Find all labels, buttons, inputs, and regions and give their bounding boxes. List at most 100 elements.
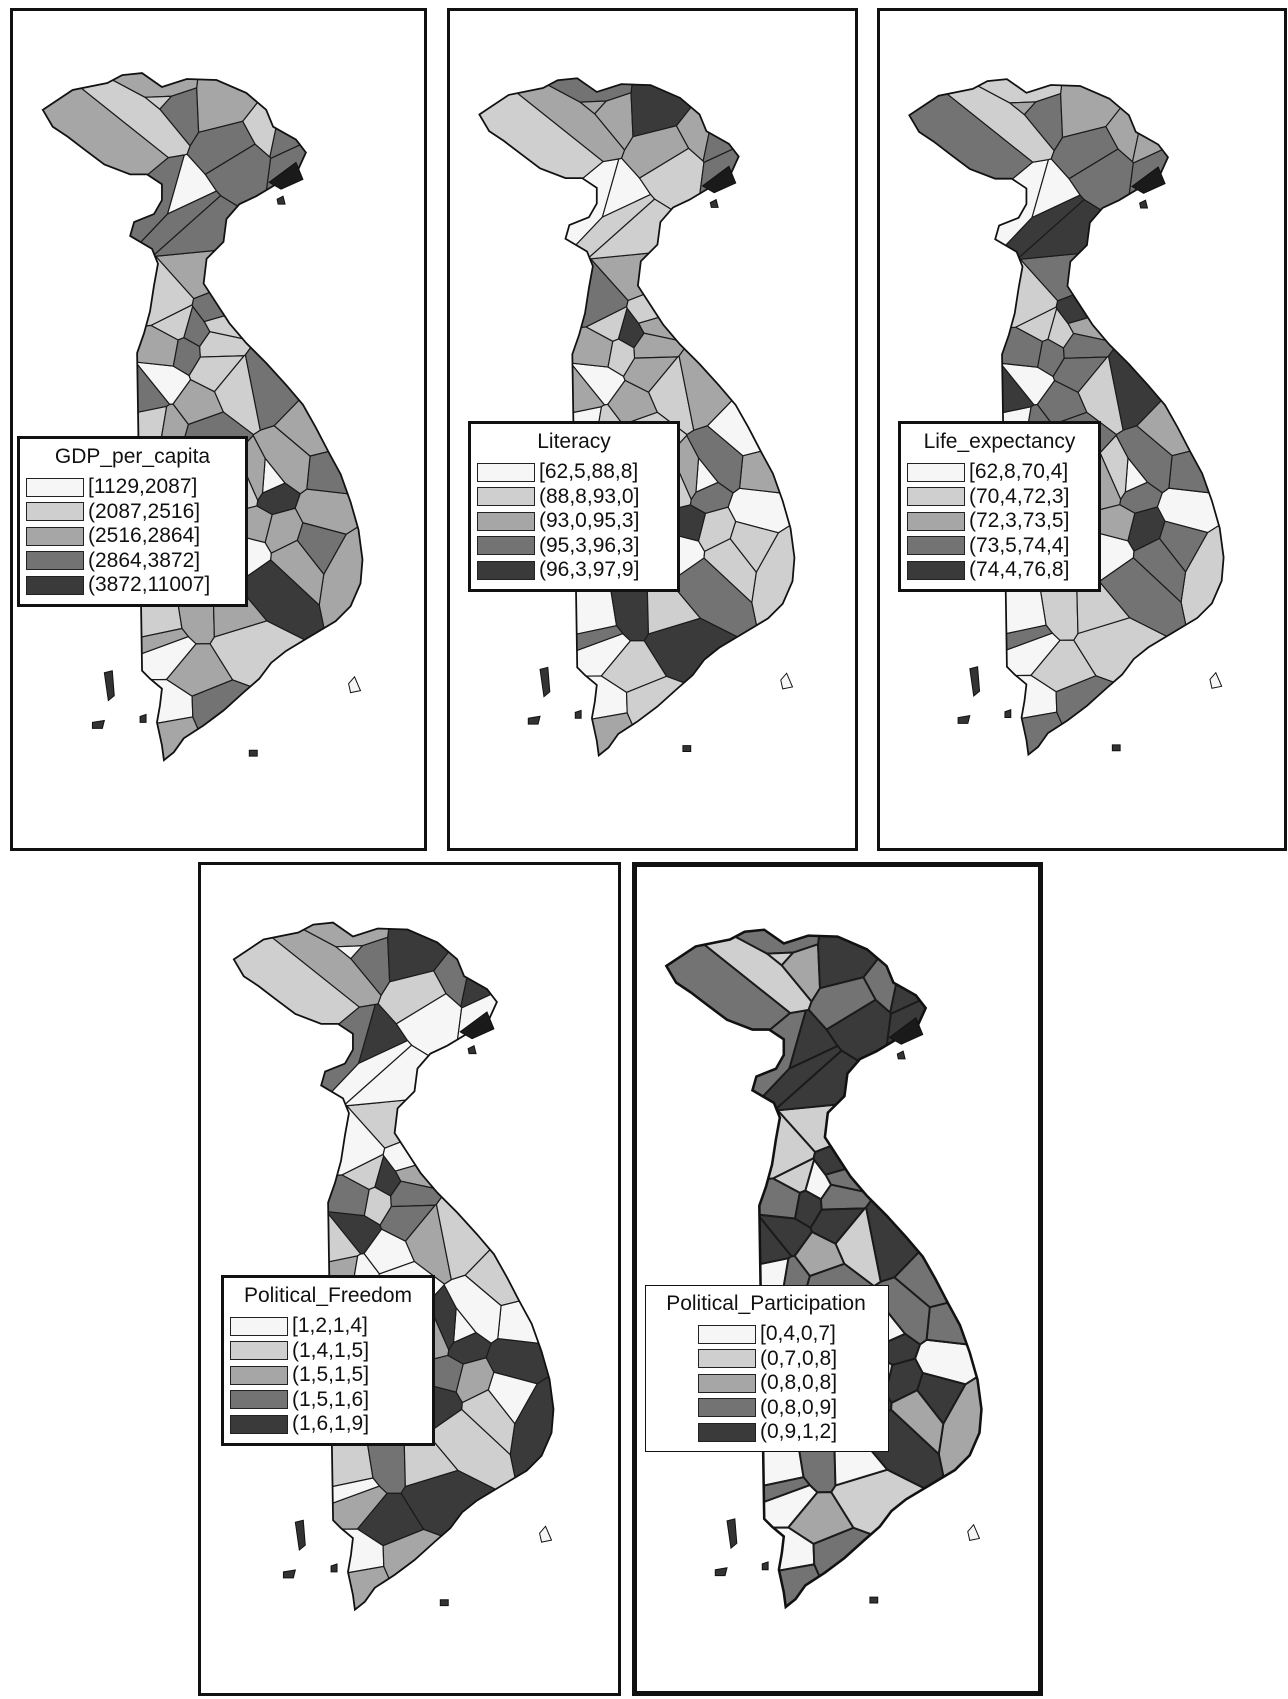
island: [103, 670, 115, 702]
island: [139, 713, 147, 723]
island: [282, 1569, 297, 1579]
province-region: [1008, 101, 1038, 116]
legend-label: (1,5,1,6]: [292, 1387, 370, 1411]
province-region: [812, 1526, 982, 1607]
island: [957, 714, 971, 724]
province-region: [244, 281, 363, 431]
province-region: [452, 933, 554, 1143]
legend-row: (1,5,1,5]: [230, 1363, 426, 1388]
province-region: [261, 83, 363, 293]
province-region: [607, 379, 659, 426]
island: [780, 672, 794, 690]
province-region: [695, 88, 795, 295]
legend-label: (3872,11007]: [88, 573, 211, 597]
legend-row: (74,4,76,8]: [907, 558, 1092, 583]
province-region: [892, 1142, 982, 1309]
province-region: [824, 1135, 960, 1196]
legend-swatch: [26, 502, 84, 522]
province-region: [738, 425, 795, 500]
province-region: [1131, 79, 1224, 164]
province-region: [1055, 261, 1202, 325]
legend-title: GDP_per_capita: [54, 445, 211, 468]
island: [726, 1518, 738, 1550]
legend: Political_Freedom [1,2,1,4] (1,4,1,5] (1…: [221, 1275, 435, 1446]
legend: GDP_per_capita [1129,2087] (2087,2516] (…: [17, 436, 248, 607]
island: [539, 666, 551, 698]
province-region: [269, 73, 363, 160]
legend-row: [0,4,0,7]: [698, 1322, 882, 1347]
legend-title: Life_expectancy: [923, 430, 1076, 453]
map-panel-life-expectancy: Life_expectancy [62,8,70,4] (70,4,72,3] …: [877, 8, 1287, 851]
legend-swatch: [907, 560, 965, 580]
province-region: [702, 78, 795, 164]
province-region: [203, 281, 341, 342]
province-region: [1124, 89, 1224, 296]
legend-label: (74,4,76,8]: [969, 558, 1070, 582]
legend-swatch: [698, 1349, 756, 1369]
legend-row: [62,8,70,4]: [907, 460, 1092, 485]
province-region: [675, 1177, 801, 1220]
province-region: [686, 425, 744, 494]
island: [248, 749, 258, 757]
island: [969, 666, 981, 698]
legend-swatch: [26, 477, 84, 497]
island: [276, 195, 286, 205]
province-region: [1115, 425, 1173, 494]
legend-swatch: [26, 526, 84, 546]
island: [761, 1561, 769, 1571]
legend-label: (1,5,1,5]: [292, 1363, 370, 1387]
legend-row: (73,5,74,4]: [907, 534, 1092, 559]
province-region: [306, 425, 363, 501]
island: [1130, 166, 1166, 194]
island: [682, 745, 692, 753]
island: [1139, 199, 1149, 209]
province-region: [233, 922, 382, 1008]
legend-label: (93,0,95,3]: [539, 509, 640, 533]
province-region: [479, 78, 626, 163]
province-region: [1107, 284, 1224, 432]
province-region: [578, 100, 608, 115]
legend-label: (88,8,93,0]: [539, 484, 640, 508]
province-region: [464, 1138, 554, 1307]
legend-swatch: [477, 487, 535, 507]
map-panel-gdp: GDP_per_capita [1129,2087] (2087,2516] (…: [10, 8, 427, 851]
province-region: [209, 620, 363, 738]
legend-swatch: [907, 511, 965, 531]
province-regions: [42, 73, 363, 761]
province-region: [625, 675, 795, 756]
legend-label: [62,5,88,8]: [539, 460, 639, 484]
legend-row: (0,7,0,8]: [698, 1347, 882, 1372]
island: [527, 715, 541, 725]
province-region: [865, 1134, 982, 1284]
province-region: [242, 1174, 370, 1217]
country-outline: [908, 78, 1225, 757]
island: [709, 198, 719, 208]
province-region: [793, 1189, 823, 1230]
legend-row: [1129,2087]: [26, 475, 239, 500]
legend-swatch: [477, 560, 535, 580]
choropleth-map: [41, 72, 364, 762]
legend-row: (72,3,73,5]: [907, 509, 1092, 534]
island: [967, 1523, 981, 1541]
province-region: [1132, 537, 1187, 604]
legend-swatch: [698, 1398, 756, 1418]
province-region: [363, 1228, 416, 1275]
country-outline: [41, 72, 364, 762]
map-panel-political-freedom: Political_Freedom [1,2,1,4] (1,4,1,5] (1…: [198, 862, 621, 1696]
map-panel-political-participation: Political_Participation [0,4,0,7] (0,7,0…: [632, 862, 1043, 1696]
legend-row: (1,5,1,6]: [230, 1388, 426, 1413]
province-region: [1036, 379, 1088, 426]
province-region: [382, 1528, 554, 1610]
province-region: [394, 1131, 532, 1192]
province-region: [909, 711, 1115, 755]
province-region: [488, 326, 614, 368]
choropleth-map: [664, 928, 983, 1610]
legend-swatch: [230, 1341, 288, 1361]
island: [539, 1525, 553, 1543]
province-region: [51, 324, 179, 367]
province-region: [1168, 425, 1224, 500]
province-region: [443, 1274, 502, 1344]
province-region: [143, 95, 173, 110]
legend-swatch: [907, 536, 965, 556]
legend-swatch: [230, 1365, 288, 1385]
